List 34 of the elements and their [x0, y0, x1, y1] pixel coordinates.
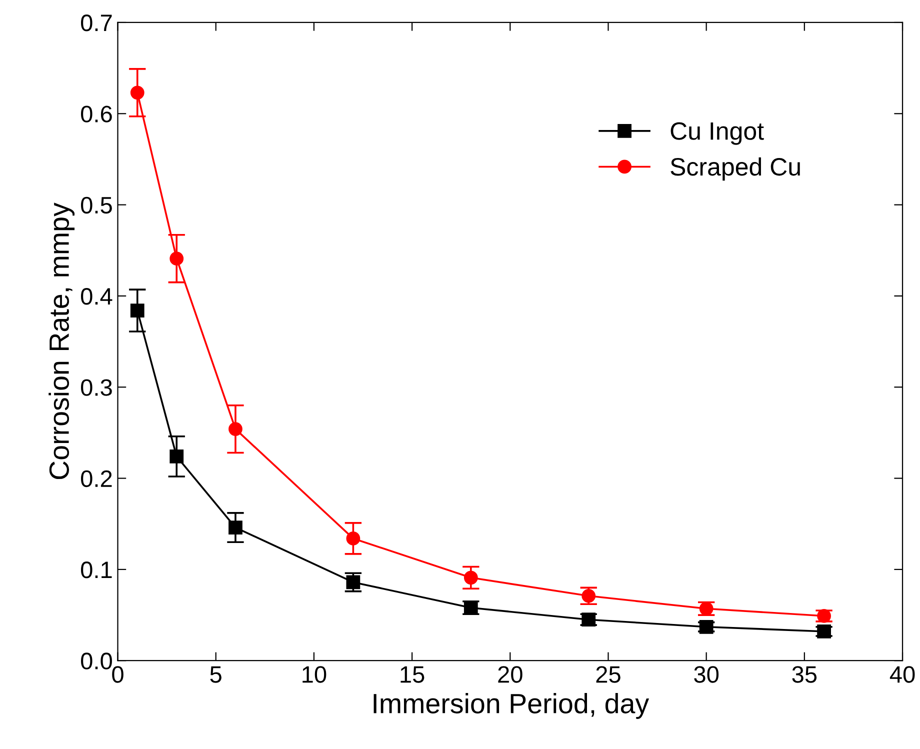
y-tick-label: 0.2	[81, 470, 112, 488]
x-tick-label: 15	[400, 666, 424, 683]
y-tick-label: 0.5	[81, 196, 112, 214]
legend-label: Cu Ingot	[670, 122, 764, 145]
x-tick-label: 0	[112, 666, 124, 683]
x-tick-label: 10	[302, 666, 326, 683]
point	[464, 570, 478, 585]
point	[699, 620, 714, 634]
point	[346, 532, 360, 546]
y-tick-label: 0.1	[81, 562, 112, 578]
point	[346, 575, 360, 590]
x-tick-label: 5	[210, 666, 222, 683]
point	[170, 449, 184, 464]
x-tick-label: 30	[694, 666, 719, 683]
point	[582, 612, 596, 627]
y-tick-label: 0.0	[81, 652, 112, 670]
point	[228, 520, 242, 534]
x-tick-label: 20	[498, 666, 522, 683]
point	[170, 252, 184, 266]
y-tick-label: 0.6	[81, 106, 112, 122]
x-tick-label: 40	[890, 666, 915, 683]
point	[817, 624, 831, 638]
x-tick-label: 25	[596, 666, 620, 683]
y-axis-title: Corrosion Rate, mmpy	[48, 202, 75, 480]
point	[130, 86, 144, 100]
x-tick-label: 35	[792, 666, 817, 683]
y-tick-label: 0.7	[81, 14, 112, 32]
legend-label: Scraped Cu	[670, 157, 800, 181]
y-tick-label: 0.3	[81, 379, 112, 396]
y-tick-label: 0.4	[81, 288, 112, 305]
point	[228, 422, 242, 436]
point	[130, 304, 144, 318]
point	[817, 609, 831, 623]
x-axis-title: Immersion Period, day	[374, 693, 650, 719]
